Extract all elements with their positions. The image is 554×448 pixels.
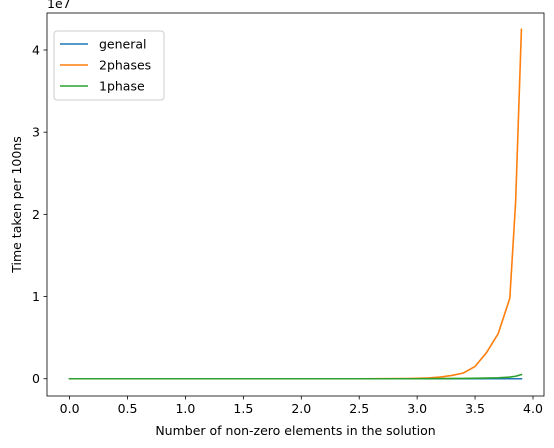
x-tick-label: 3.0: [407, 401, 427, 416]
x-axis-label: Number of non-zero elements in the solut…: [155, 423, 435, 438]
x-tick-label: 3.5: [465, 401, 485, 416]
x-tick-label: 1.0: [175, 401, 195, 416]
y-tick-label: 4: [32, 42, 40, 57]
x-tick-label: 0.0: [60, 401, 80, 416]
x-tick-label: 0.5: [118, 401, 138, 416]
legend-label-1phase: 1phase: [99, 79, 145, 94]
x-tick-label: 2.5: [349, 401, 369, 416]
legend-box: [53, 30, 165, 101]
series-line-1phase: [68, 373, 523, 380]
x-tick-label: 1.5: [233, 401, 253, 416]
y-tick-label: 1: [32, 289, 40, 304]
legend-label-2phases: 2phases: [99, 58, 151, 73]
plot-frame: [46, 12, 545, 397]
x-axis: 0.0 0.5 1.0 1.5 2.0 2.5 3.0 3.5 4.0: [60, 396, 543, 416]
y-tick-label: 2: [32, 207, 40, 222]
legend-label-general: general: [99, 37, 147, 52]
y-offset-label: 1e7: [47, 0, 71, 11]
legend: general 2phases 1phase: [53, 30, 165, 101]
y-axis-label: Time taken per 100ns: [9, 136, 24, 274]
x-tick-label: 2.0: [291, 401, 311, 416]
y-tick-label: 3: [32, 125, 40, 140]
series-layer: [68, 28, 523, 380]
y-tick-label: 0: [32, 371, 40, 386]
x-tick-label: 4.0: [523, 401, 543, 416]
y-axis: 0 1 2 3 4: [32, 42, 47, 386]
